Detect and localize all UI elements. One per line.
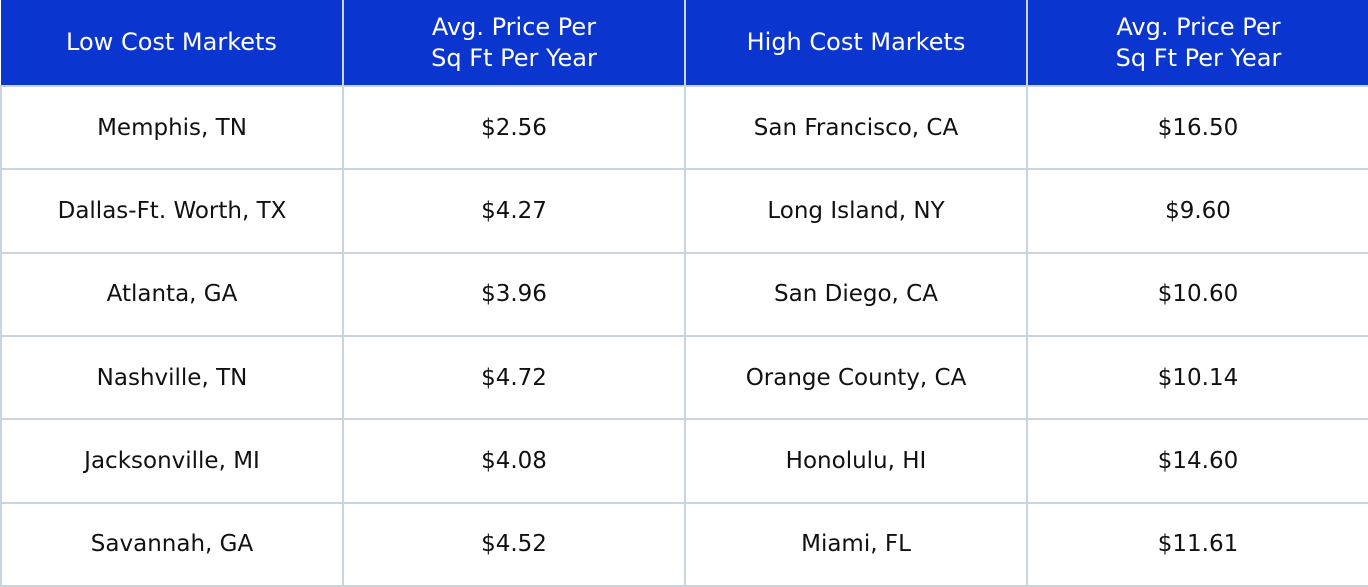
high-cost-price-cell: $11.61 [1026,501,1368,587]
high-cost-price-cell: $14.60 [1026,418,1368,504]
header-high-avg-price: Avg. Price Per Sq Ft Per Year [1026,0,1368,87]
low-cost-market-cell: Dallas-Ft. Worth, TX [0,168,344,254]
header-low-cost-markets: Low Cost Markets [1,0,344,87]
low-cost-market-cell: Memphis, TN [0,84,344,171]
low-cost-price-cell: $4.08 [342,418,686,504]
low-cost-market-cell: Savannah, GA [0,501,344,587]
header-text: Avg. Price Per [431,12,597,41]
high-cost-market-cell: San Francisco, CA [684,84,1028,171]
low-cost-price-cell: $2.56 [342,84,686,171]
low-cost-price-cell: $3.96 [342,251,686,337]
high-cost-price-cell: $16.50 [1026,84,1368,171]
table-row: Savannah, GA $4.52 Miami, FL $11.61 [0,501,1368,587]
low-cost-market-cell: Nashville, TN [0,334,344,421]
header-low-avg-price: Avg. Price Per Sq Ft Per Year [342,0,686,87]
header-text: High Cost Markets [746,28,966,56]
high-cost-market-cell: Honolulu, HI [684,418,1028,504]
table-body: Memphis, TN $2.56 San Francisco, CA $16.… [0,84,1368,587]
table-header: Low Cost Markets Avg. Price Per Sq Ft Pe… [1,0,1368,87]
table-row: Jacksonville, MI $4.08 Honolulu, HI $14.… [0,418,1368,504]
high-cost-market-cell: Miami, FL [684,501,1028,587]
low-cost-price-cell: $4.72 [342,334,686,421]
header-row: Low Cost Markets Avg. Price Per Sq Ft Pe… [1,0,1368,87]
low-cost-price-cell: $4.27 [342,168,686,254]
table-row: Dallas-Ft. Worth, TX $4.27 Long Island, … [0,168,1368,254]
table-row: Memphis, TN $2.56 San Francisco, CA $16.… [0,84,1368,171]
low-cost-price-cell: $4.52 [342,501,686,587]
high-cost-price-cell: $10.14 [1026,334,1368,421]
high-cost-price-cell: $9.60 [1026,168,1368,254]
header-text: Avg. Price Per [1116,12,1281,41]
header-high-cost-markets: High Cost Markets [684,0,1028,87]
high-cost-price-cell: $10.60 [1026,251,1368,337]
high-cost-market-cell: Long Island, NY [684,168,1028,254]
header-text: Sq Ft Per Year [431,43,597,72]
table-row: Nashville, TN $4.72 Orange County, CA $1… [0,334,1368,421]
low-cost-market-cell: Atlanta, GA [0,251,344,337]
header-text: Sq Ft Per Year [1115,43,1282,72]
header-text: Low Cost Markets [66,28,277,56]
table-row: Atlanta, GA $3.96 San Diego, CA $10.60 [0,251,1368,337]
high-cost-market-cell: San Diego, CA [684,251,1028,337]
low-cost-market-cell: Jacksonville, MI [0,418,344,504]
high-cost-market-cell: Orange County, CA [684,334,1028,421]
